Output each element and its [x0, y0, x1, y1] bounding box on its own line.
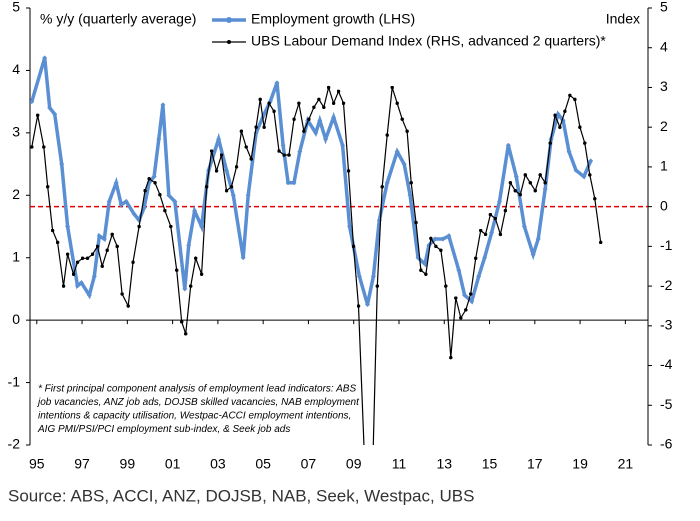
- x-tick-label: 97: [74, 456, 90, 472]
- y-axis-label: % y/y (quarterly average): [40, 11, 196, 27]
- y2-tick-label: -4: [660, 356, 673, 372]
- y2-tick-label: -6: [660, 436, 673, 452]
- y2-tick-label: 3: [660, 78, 668, 94]
- y-tick-label: 5: [12, 0, 20, 15]
- legend-marker: [226, 17, 232, 23]
- x-tick-label: 01: [165, 456, 181, 472]
- x-tick-label: 07: [301, 456, 317, 472]
- y2-tick-label: -2: [660, 277, 673, 293]
- x-tick-label: 03: [210, 456, 226, 472]
- footnote-line: intentions & capacity utilisation, Westp…: [38, 411, 351, 422]
- x-tick-label: 11: [392, 456, 407, 472]
- y-tick-label: 3: [12, 124, 20, 140]
- legend-marker: [227, 40, 231, 44]
- x-tick-label: 19: [572, 456, 588, 472]
- footnote-line: job vacancies, ANZ job ads, DOJSB skille…: [36, 397, 360, 408]
- y-tick-label: -2: [8, 436, 21, 452]
- legend-label: UBS Labour Demand Index (RHS, advanced 2…: [251, 33, 606, 49]
- source: Source: ABS, ACCI, ANZ, DOJSB, NAB, Seek…: [8, 486, 474, 505]
- y2-tick-label: 4: [660, 38, 668, 54]
- y-tick-label: 4: [12, 61, 20, 77]
- x-tick-label: 13: [436, 456, 452, 472]
- y2-tick-label: -1: [660, 237, 673, 253]
- y-tick-label: 0: [12, 311, 20, 327]
- x-tick-label: 99: [120, 456, 136, 472]
- y-tick-label: 2: [12, 186, 20, 202]
- y2-axis-label: Index: [606, 11, 640, 27]
- footnote-line: * First principal component analysis of …: [38, 384, 356, 395]
- x-tick-label: 05: [255, 456, 271, 472]
- series-line: [30, 85, 603, 445]
- y-tick-label: -1: [8, 373, 21, 389]
- x-tick-label: 95: [29, 456, 45, 472]
- y2-tick-label: -5: [660, 396, 673, 412]
- y2-tick-label: 0: [660, 197, 668, 213]
- x-tick-label: 21: [618, 456, 634, 472]
- y2-tick-label: -3: [660, 317, 673, 333]
- y-tick-label: 1: [12, 248, 20, 264]
- x-tick-label: 17: [527, 456, 543, 472]
- y2-tick-label: 2: [660, 118, 668, 134]
- x-tick-label: 09: [346, 456, 362, 472]
- series-line: [30, 55, 594, 307]
- y2-tick-label: 5: [660, 0, 668, 15]
- footnote-line: AIG PMI/PSI/PCI employment sub-index, & …: [37, 424, 290, 435]
- y2-tick-label: 1: [660, 158, 668, 174]
- legend-label: Employment growth (LHS): [251, 11, 415, 27]
- x-tick-label: 15: [482, 456, 498, 472]
